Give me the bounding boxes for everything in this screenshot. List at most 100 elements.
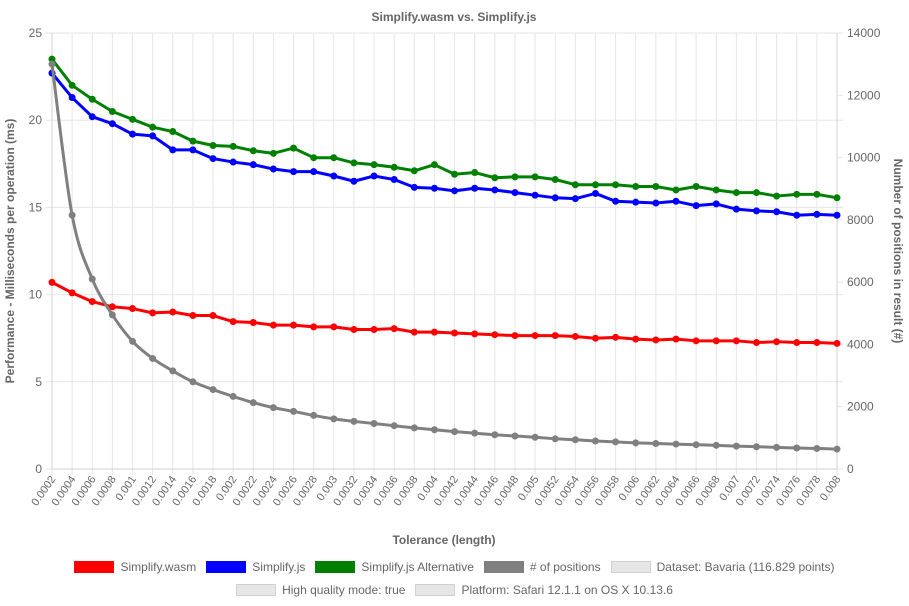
data-point-simplify-js[interactable]: [712, 200, 720, 208]
data-point-simplify-js-alternative[interactable]: [290, 144, 298, 152]
data-point-of-positions[interactable]: [88, 275, 96, 283]
data-point-simplify-wasm[interactable]: [773, 338, 781, 346]
legend-item-dataset[interactable]: Dataset: Bavaria (116.829 points): [610, 560, 835, 574]
data-point-of-positions[interactable]: [612, 438, 620, 446]
data-point-of-positions[interactable]: [511, 432, 519, 440]
data-point-simplify-js[interactable]: [290, 168, 298, 176]
data-point-simplify-js[interactable]: [692, 202, 700, 210]
data-point-simplify-wasm[interactable]: [752, 339, 760, 347]
data-point-of-positions[interactable]: [833, 445, 841, 453]
data-point-simplify-wasm[interactable]: [591, 334, 599, 342]
data-point-of-positions[interactable]: [571, 436, 579, 444]
data-point-simplify-js[interactable]: [632, 198, 640, 206]
data-point-of-positions[interactable]: [471, 429, 479, 437]
legend-item-platform[interactable]: Platform: Safari 12.1.1 on OS X 10.13.6: [415, 583, 673, 597]
data-point-simplify-js-alternative[interactable]: [612, 181, 620, 189]
data-point-simplify-wasm[interactable]: [571, 332, 579, 340]
data-point-of-positions[interactable]: [290, 407, 298, 415]
legend-item-positions[interactable]: # of positions: [483, 560, 601, 574]
data-point-simplify-wasm[interactable]: [108, 303, 116, 311]
data-point-simplify-js[interactable]: [350, 177, 358, 185]
data-point-simplify-wasm[interactable]: [290, 321, 298, 329]
legend-item-simplify-js[interactable]: Simplify.js: [206, 560, 305, 574]
data-point-of-positions[interactable]: [632, 439, 640, 447]
data-point-simplify-js-alternative[interactable]: [390, 163, 398, 171]
data-point-simplify-js-alternative[interactable]: [632, 182, 640, 190]
data-point-simplify-wasm[interactable]: [169, 308, 177, 316]
data-point-of-positions[interactable]: [752, 443, 760, 451]
data-point-of-positions[interactable]: [108, 311, 116, 319]
data-point-of-positions[interactable]: [793, 444, 801, 452]
data-point-simplify-js-alternative[interactable]: [68, 81, 76, 89]
data-point-simplify-js-alternative[interactable]: [732, 189, 740, 197]
data-point-of-positions[interactable]: [68, 211, 76, 219]
data-point-simplify-js[interactable]: [249, 161, 257, 169]
data-point-simplify-js[interactable]: [410, 183, 418, 191]
data-point-simplify-js-alternative[interactable]: [531, 173, 539, 181]
data-point-simplify-wasm[interactable]: [350, 325, 358, 333]
data-point-of-positions[interactable]: [209, 386, 217, 394]
data-point-simplify-wasm[interactable]: [48, 278, 56, 286]
data-point-simplify-js[interactable]: [813, 210, 821, 218]
data-point-simplify-wasm[interactable]: [88, 298, 96, 306]
data-point-simplify-wasm[interactable]: [531, 332, 539, 340]
data-point-of-positions[interactable]: [773, 443, 781, 451]
data-point-simplify-js-alternative[interactable]: [370, 161, 378, 169]
data-point-of-positions[interactable]: [813, 444, 821, 452]
data-point-simplify-js-alternative[interactable]: [491, 174, 499, 182]
data-point-simplify-js-alternative[interactable]: [169, 128, 177, 136]
data-point-simplify-js-alternative[interactable]: [773, 192, 781, 200]
data-point-of-positions[interactable]: [229, 392, 237, 400]
data-point-of-positions[interactable]: [169, 367, 177, 375]
data-point-simplify-wasm[interactable]: [430, 328, 438, 336]
data-point-simplify-js-alternative[interactable]: [511, 173, 519, 181]
data-point-simplify-js-alternative[interactable]: [149, 123, 157, 131]
data-point-of-positions[interactable]: [129, 337, 137, 345]
data-point-of-positions[interactable]: [310, 411, 318, 419]
data-point-simplify-js[interactable]: [732, 205, 740, 213]
data-point-of-positions[interactable]: [430, 426, 438, 434]
data-point-simplify-wasm[interactable]: [451, 329, 459, 337]
data-point-simplify-js-alternative[interactable]: [833, 194, 841, 202]
data-point-simplify-js-alternative[interactable]: [813, 190, 821, 198]
data-point-simplify-wasm[interactable]: [652, 336, 660, 344]
data-point-simplify-js-alternative[interactable]: [189, 137, 197, 145]
data-point-simplify-js[interactable]: [591, 189, 599, 197]
legend-item-simplify-wasm[interactable]: Simplify.wasm: [74, 560, 196, 574]
data-point-simplify-js-alternative[interactable]: [672, 186, 680, 194]
data-point-simplify-wasm[interactable]: [692, 337, 700, 345]
data-point-simplify-wasm[interactable]: [229, 318, 237, 326]
data-point-simplify-js-alternative[interactable]: [451, 170, 459, 178]
data-point-simplify-wasm[interactable]: [551, 332, 559, 340]
data-point-simplify-js[interactable]: [310, 168, 318, 176]
data-point-simplify-js[interactable]: [612, 197, 620, 205]
data-point-simplify-wasm[interactable]: [68, 289, 76, 297]
data-point-simplify-js[interactable]: [451, 187, 459, 195]
data-point-simplify-wasm[interactable]: [471, 330, 479, 338]
data-point-simplify-js-alternative[interactable]: [752, 189, 760, 197]
data-point-simplify-js[interactable]: [793, 211, 801, 219]
data-point-simplify-js[interactable]: [189, 146, 197, 154]
data-point-simplify-js-alternative[interactable]: [692, 182, 700, 190]
data-point-simplify-js[interactable]: [209, 155, 217, 163]
data-point-simplify-wasm[interactable]: [390, 325, 398, 333]
data-point-simplify-js[interactable]: [169, 146, 177, 154]
data-point-simplify-js-alternative[interactable]: [310, 154, 318, 162]
data-point-of-positions[interactable]: [269, 404, 277, 412]
data-point-simplify-js-alternative[interactable]: [430, 161, 438, 169]
data-point-of-positions[interactable]: [410, 424, 418, 432]
data-point-simplify-js[interactable]: [129, 130, 137, 138]
data-point-simplify-wasm[interactable]: [712, 337, 720, 345]
data-point-simplify-js[interactable]: [229, 158, 237, 166]
data-point-simplify-wasm[interactable]: [370, 325, 378, 333]
data-point-simplify-js[interactable]: [551, 194, 559, 202]
legend-item-simplify-js-alternative[interactable]: Simplify.js Alternative: [315, 560, 474, 574]
data-point-of-positions[interactable]: [531, 433, 539, 441]
data-point-simplify-js[interactable]: [752, 207, 760, 215]
legend-item-quality-mode[interactable]: High quality mode: true: [236, 583, 405, 597]
data-point-of-positions[interactable]: [350, 417, 358, 425]
data-point-simplify-js[interactable]: [511, 189, 519, 197]
data-point-simplify-js-alternative[interactable]: [129, 115, 137, 123]
data-point-simplify-wasm[interactable]: [833, 339, 841, 347]
data-point-simplify-js[interactable]: [149, 132, 157, 140]
